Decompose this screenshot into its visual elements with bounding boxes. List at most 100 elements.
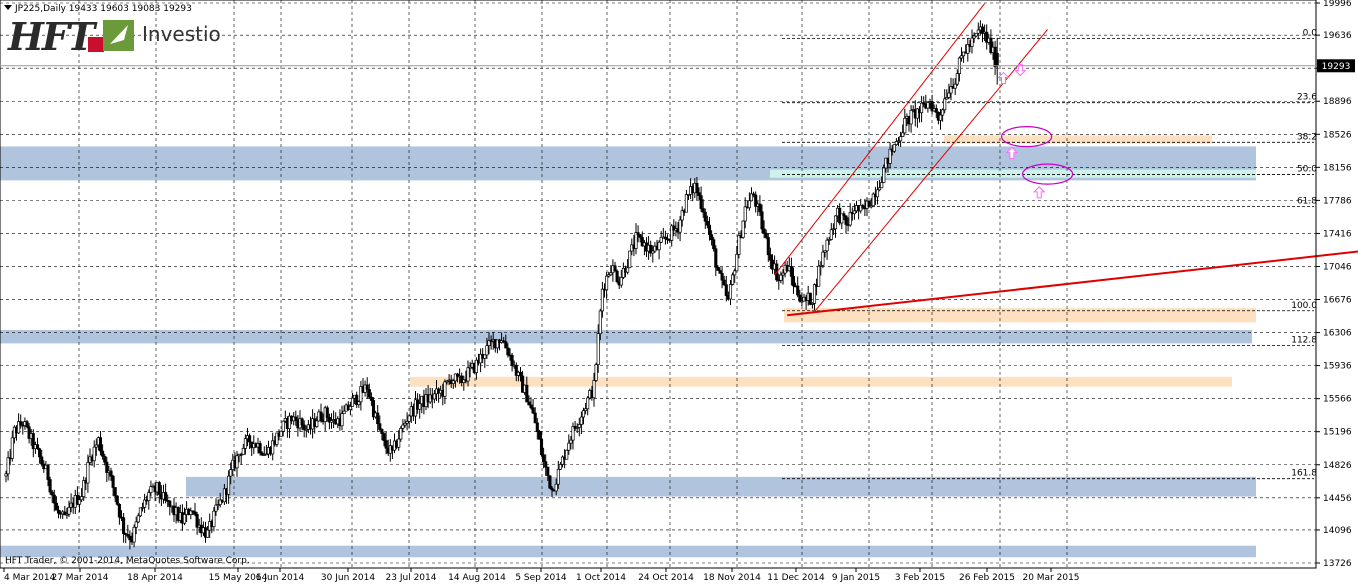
- candle-body-394: [831, 228, 835, 231]
- candle-body-239: [506, 347, 510, 356]
- fibonacci-layer: 0.0 23.6 38.2 50.0 61.8 100.0 112.8 161.8: [782, 28, 1317, 480]
- candle-body-434: [915, 108, 919, 119]
- x-tick-label-9: 1 Oct 2014: [576, 573, 626, 583]
- candle-body-388: [819, 264, 823, 267]
- candle-body-254: [537, 430, 541, 440]
- candle-body-99: [212, 510, 216, 528]
- candle-body-91: [195, 514, 199, 528]
- candle-body-241: [510, 355, 514, 367]
- candle-body-307: [649, 244, 653, 254]
- x-tick-label-8: 5 Sep 2014: [515, 573, 567, 583]
- candle-body-17: [40, 456, 44, 465]
- x-tick-label-5: 30 Jun 2014: [321, 573, 375, 583]
- candle-body-335: [707, 224, 712, 235]
- candle-body-317: [670, 225, 674, 241]
- candle-body-338: [714, 248, 718, 268]
- candle-body-456: [962, 51, 966, 57]
- logo-product-name: Investio: [142, 22, 221, 46]
- candle-body-360: [760, 211, 764, 230]
- candle-body-349: [737, 235, 741, 255]
- candle-body-175: [371, 400, 376, 418]
- candle-body-395: [833, 215, 838, 230]
- support-zone-6: [784, 308, 1256, 323]
- candle-body-407: [859, 205, 863, 212]
- candle-body-28: [63, 511, 67, 516]
- candle-body-251: [531, 407, 535, 414]
- x-tick-label-14: 3 Feb 2015: [895, 573, 945, 583]
- candle-body-16: [38, 448, 42, 458]
- candle-body-370: [781, 272, 785, 276]
- y-tick-label-17: 13726: [1323, 559, 1352, 569]
- candle-body-361: [762, 228, 766, 234]
- candle-body-164: [348, 406, 352, 411]
- x-tick-label-4: 6 Jun 2014: [256, 573, 305, 583]
- candle-body-387: [817, 265, 821, 287]
- candle-body-332: [701, 208, 705, 213]
- x-tick-label-7: 14 Aug 2014: [448, 573, 506, 583]
- candle-body-30: [67, 507, 71, 515]
- candle-body-116: [248, 435, 252, 443]
- candle-body-61: [132, 526, 136, 543]
- candle-body-445: [938, 114, 943, 121]
- current-price-box: [1317, 59, 1355, 73]
- candle-body-357: [754, 194, 758, 207]
- candle-body-68: [147, 492, 151, 501]
- arrow-up-icon-3: [1032, 186, 1046, 199]
- candle-body-343: [724, 284, 728, 296]
- candle-body-89: [191, 510, 195, 513]
- candle-body-46: [101, 450, 105, 457]
- candle-body-102: [218, 499, 222, 505]
- y-tick-label-4: 18526: [1323, 130, 1352, 140]
- candle-body-179: [380, 429, 384, 434]
- y-tick-label-15: 14456: [1323, 494, 1352, 504]
- candle-body-138: [294, 416, 298, 421]
- candle-body-352: [743, 206, 747, 222]
- fib-label-5: 100.0: [1291, 301, 1317, 311]
- candle-body-391: [825, 239, 829, 252]
- candle-body-348: [735, 254, 739, 272]
- candle-body-268: [567, 442, 571, 451]
- candle-body-300: [634, 232, 638, 249]
- candle-body-460: [970, 37, 974, 47]
- candle-body-62: [134, 521, 138, 528]
- candle-body-13: [31, 433, 35, 450]
- candle-body-260: [550, 487, 554, 491]
- candle-body-54: [117, 504, 121, 518]
- candle-body-209: [443, 381, 447, 397]
- candle-body-346: [731, 274, 735, 285]
- candle-body-178: [378, 423, 382, 430]
- candle-body-426: [899, 136, 903, 142]
- trendline-2: [814, 29, 1048, 312]
- candle-body-90: [193, 511, 197, 515]
- candle-body-154: [327, 417, 331, 423]
- candle-body-22: [50, 491, 54, 496]
- candle-body-437: [922, 102, 926, 105]
- candle-body-378: [798, 294, 802, 302]
- candle-body-322: [680, 210, 684, 221]
- caret-down-icon[interactable]: [4, 5, 12, 10]
- resistance-zone-1: [0, 329, 1252, 344]
- y-tick-label-16: 14096: [1323, 526, 1352, 536]
- candle-body-392: [827, 239, 831, 241]
- current-price-label: 19293: [1322, 62, 1351, 72]
- candle-body-283: [598, 310, 602, 335]
- candle-body-275: [581, 410, 586, 418]
- candle-body-63: [136, 515, 140, 523]
- candle-body-253: [535, 422, 539, 432]
- candle-body-436: [920, 102, 924, 114]
- candle-body-359: [758, 203, 762, 213]
- candle-body-303: [640, 237, 644, 247]
- candle-body-66: [143, 499, 147, 508]
- candle-body-47: [103, 455, 107, 463]
- y-tick-label-7: 17416: [1323, 229, 1352, 239]
- candle-body-263: [556, 468, 560, 485]
- current-price-marker: 19293: [0, 59, 1355, 73]
- fib-label-6: 112.8: [1291, 336, 1317, 346]
- candle-body-165: [350, 397, 355, 407]
- candle-body-153: [325, 407, 329, 418]
- candle-body-114: [243, 438, 247, 449]
- candle-body-347: [733, 270, 737, 276]
- candle-body-204: [432, 393, 436, 400]
- candle-body-191: [405, 421, 409, 424]
